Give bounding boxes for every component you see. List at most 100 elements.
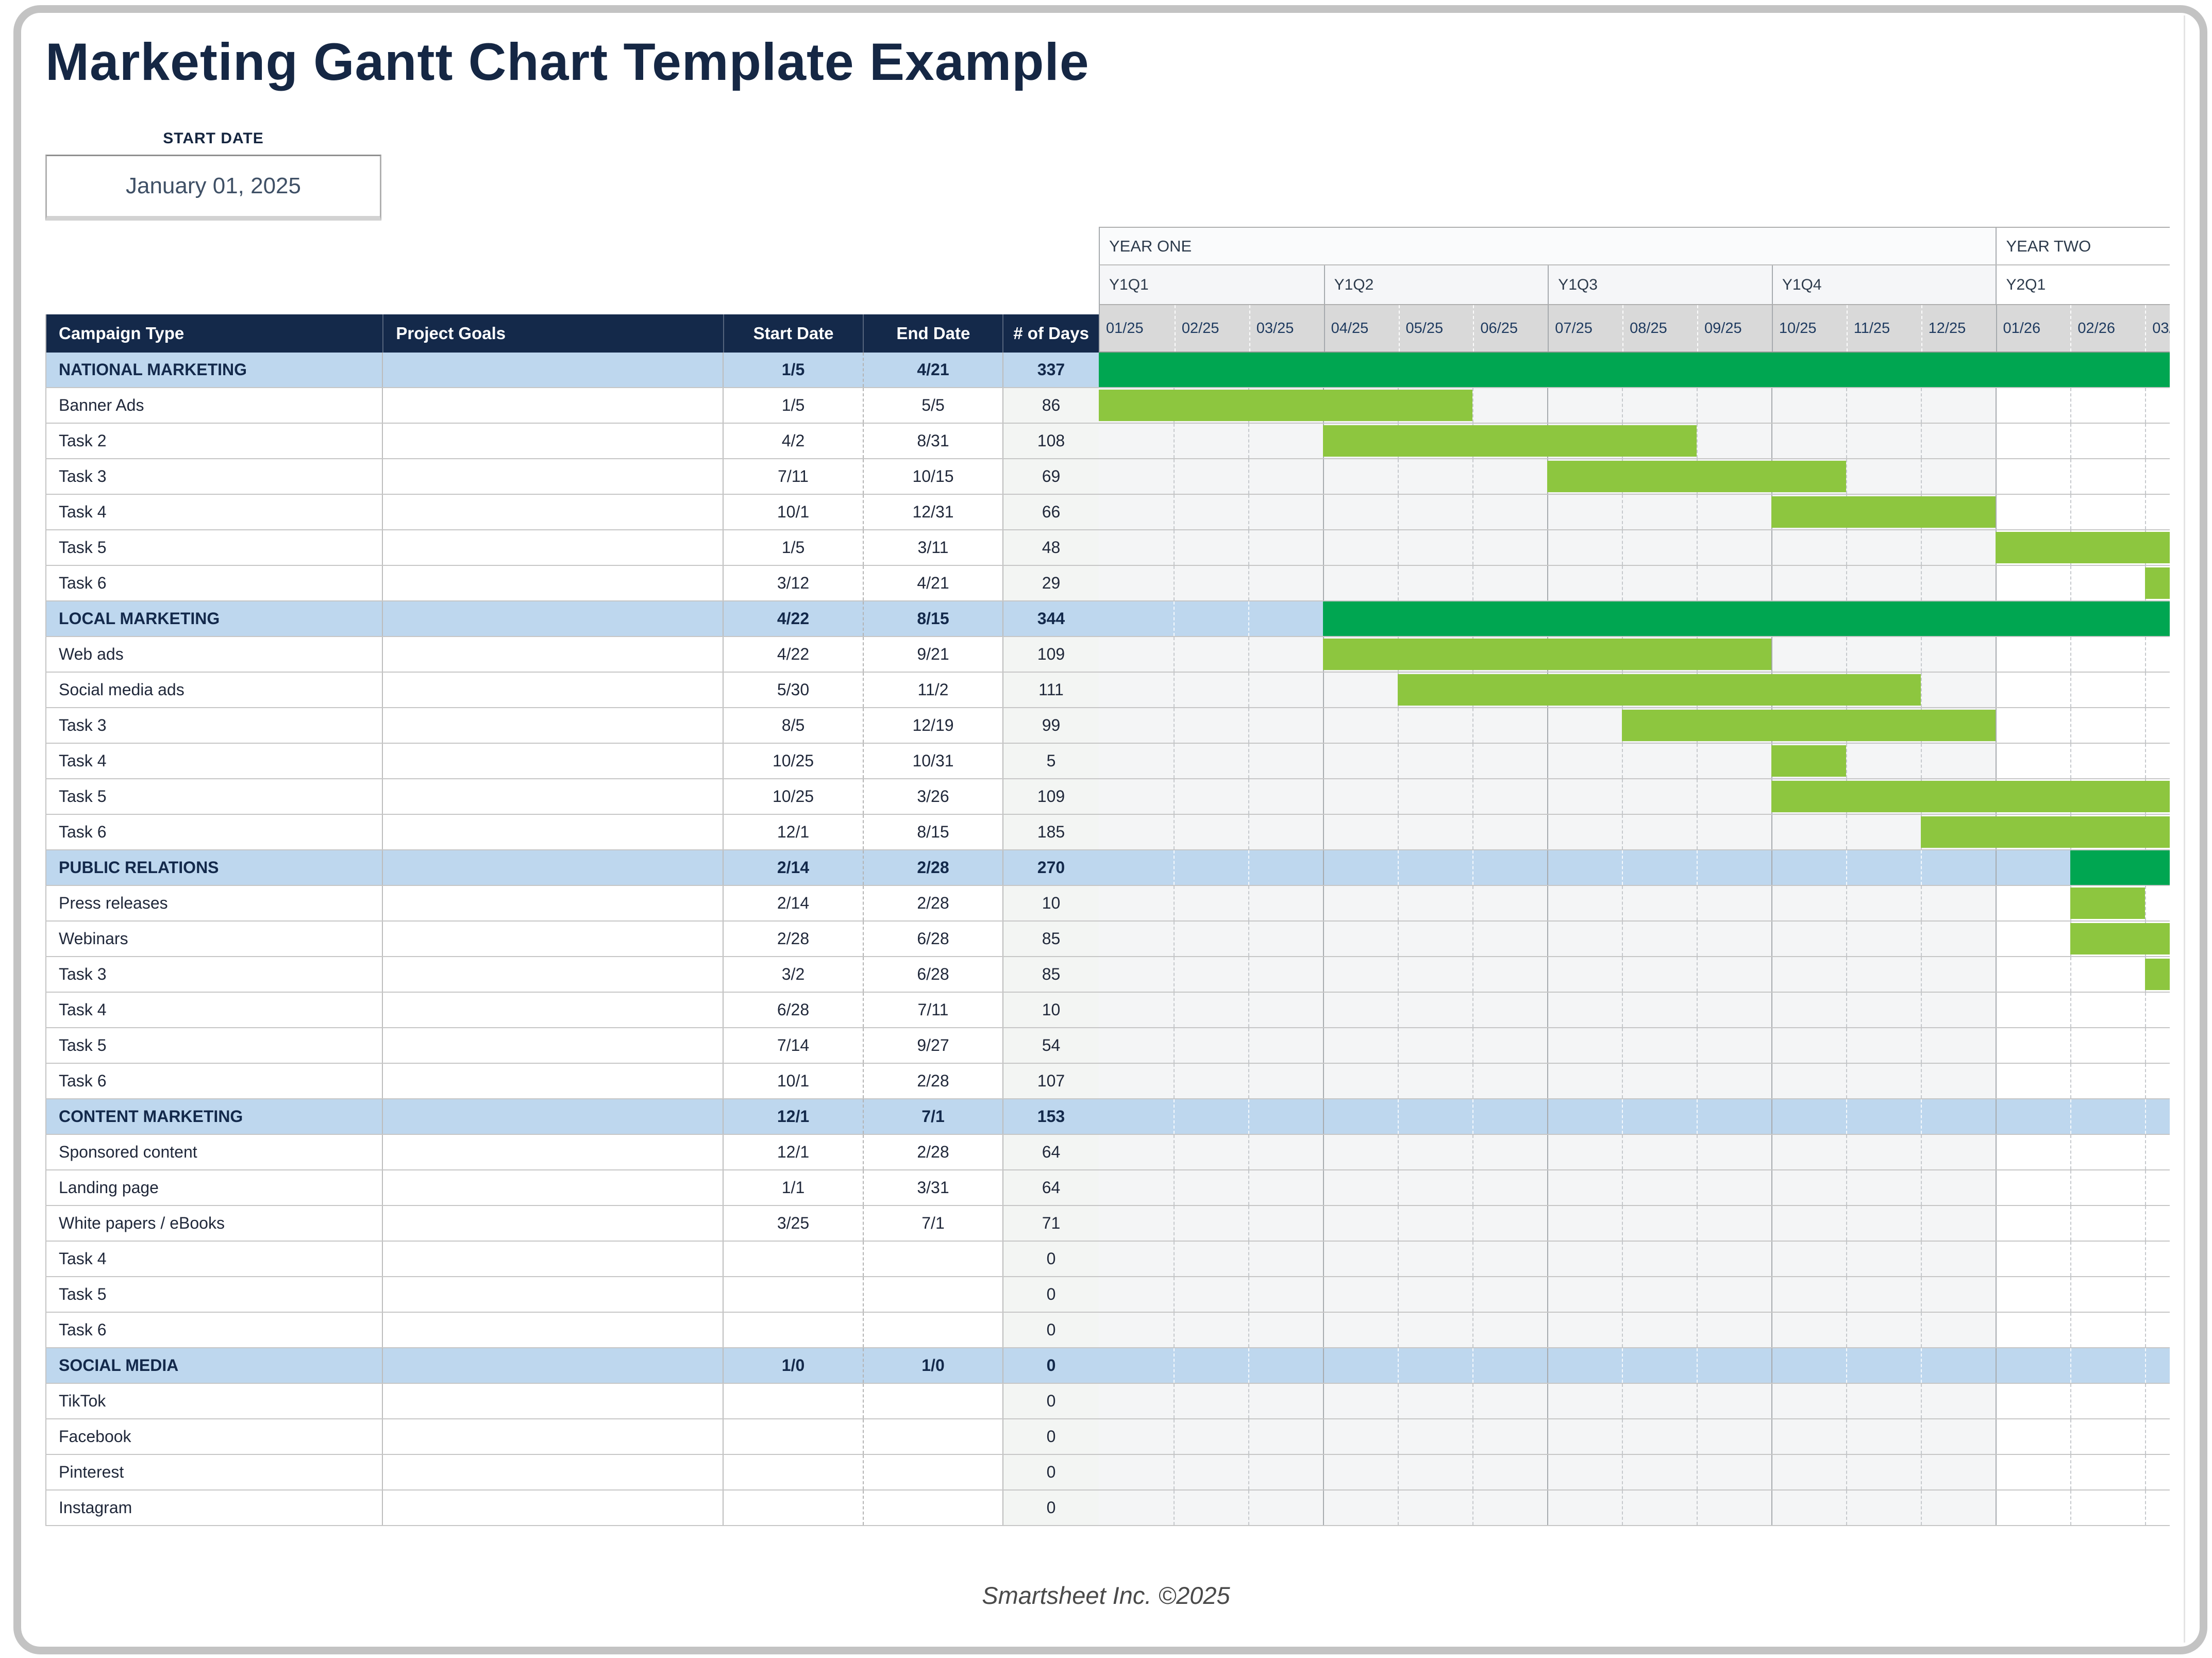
campaign-type-cell[interactable]: Task 5 xyxy=(45,1277,383,1312)
gantt-month-cell[interactable] xyxy=(1472,1170,1547,1205)
gantt-month-cell[interactable] xyxy=(2070,1028,2145,1063)
gantt-month-cell[interactable] xyxy=(1248,708,1323,743)
gantt-month-cell[interactable] xyxy=(1921,744,1996,778)
gantt-month-cell[interactable] xyxy=(1323,1419,1398,1454)
gantt-month-cell[interactable] xyxy=(1996,1384,2070,1418)
end-date-cell[interactable] xyxy=(864,1242,1003,1276)
gantt-month-cell[interactable] xyxy=(1323,1064,1398,1098)
gantt-month-cell[interactable] xyxy=(1697,495,1771,529)
days-cell[interactable]: 85 xyxy=(1003,957,1099,992)
gantt-month-cell[interactable] xyxy=(1099,1064,1174,1098)
gantt-month-cell[interactable] xyxy=(1472,1135,1547,1169)
start-date-cell[interactable] xyxy=(724,1313,864,1347)
gantt-month-cell[interactable] xyxy=(1248,1099,1323,1134)
start-date-cell[interactable]: 3/12 xyxy=(724,566,864,600)
start-date-cell[interactable]: 1/5 xyxy=(724,530,864,565)
gantt-month-cell[interactable] xyxy=(1099,637,1174,672)
gantt-month-cell[interactable] xyxy=(1398,1313,1472,1347)
days-cell[interactable]: 337 xyxy=(1003,353,1099,387)
gantt-month-cell[interactable] xyxy=(1996,850,2070,885)
gantt-month-cell[interactable] xyxy=(1697,530,1771,565)
project-goals-cell[interactable] xyxy=(383,1170,724,1205)
gantt-month-cell[interactable] xyxy=(1846,1277,1921,1312)
gantt-month-cell[interactable] xyxy=(1323,1455,1398,1489)
gantt-month-cell[interactable] xyxy=(1921,388,1996,423)
gantt-month-cell[interactable] xyxy=(1547,922,1622,956)
start-date-cell[interactable]: 12/1 xyxy=(724,1099,864,1134)
gantt-month-cell[interactable] xyxy=(1921,566,1996,600)
campaign-type-cell[interactable]: White papers / eBooks xyxy=(45,1206,383,1241)
gantt-month-cell[interactable] xyxy=(1323,779,1398,814)
gantt-month-cell[interactable] xyxy=(1099,1242,1174,1276)
gantt-month-cell[interactable] xyxy=(1921,1455,1996,1489)
gantt-month-cell[interactable] xyxy=(1099,1455,1174,1489)
end-date-cell[interactable]: 10/15 xyxy=(864,459,1003,494)
gantt-month-cell[interactable] xyxy=(1398,779,1472,814)
gantt-month-cell[interactable] xyxy=(1323,1384,1398,1418)
gantt-month-cell[interactable] xyxy=(1547,957,1622,992)
gantt-month-cell[interactable] xyxy=(1472,1419,1547,1454)
gantt-month-cell[interactable] xyxy=(1472,779,1547,814)
start-date-cell[interactable]: 10/25 xyxy=(724,744,864,778)
gantt-month-cell[interactable] xyxy=(1547,1277,1622,1312)
end-date-cell[interactable]: 7/1 xyxy=(864,1099,1003,1134)
gantt-month-cell[interactable] xyxy=(1771,1313,1846,1347)
start-date-cell[interactable]: 4/22 xyxy=(724,637,864,672)
gantt-month-cell[interactable] xyxy=(1099,886,1174,920)
gantt-month-cell[interactable] xyxy=(1248,637,1323,672)
gantt-month-cell[interactable] xyxy=(1771,850,1846,885)
gantt-month-cell[interactable] xyxy=(1697,1313,1771,1347)
gantt-month-cell[interactable] xyxy=(1099,744,1174,778)
start-date-cell[interactable]: 7/14 xyxy=(724,1028,864,1063)
start-date-cell[interactable]: 3/2 xyxy=(724,957,864,992)
start-date-cell[interactable]: 2/14 xyxy=(724,850,864,885)
gantt-month-cell[interactable] xyxy=(1921,1206,1996,1241)
gantt-month-cell[interactable] xyxy=(2070,1313,2145,1347)
project-goals-cell[interactable] xyxy=(383,886,724,920)
days-cell[interactable]: 185 xyxy=(1003,815,1099,849)
days-cell[interactable]: 71 xyxy=(1003,1206,1099,1241)
end-date-cell[interactable]: 2/28 xyxy=(864,1135,1003,1169)
month-header-cell[interactable]: 03/25 xyxy=(1249,305,1324,351)
gantt-month-cell[interactable] xyxy=(1174,744,1248,778)
gantt-month-cell[interactable] xyxy=(1248,1064,1323,1098)
gantt-month-cell[interactable] xyxy=(1472,1384,1547,1418)
campaign-type-cell[interactable]: Task 6 xyxy=(45,815,383,849)
gantt-month-cell[interactable] xyxy=(1472,1064,1547,1098)
project-goals-cell[interactable] xyxy=(383,1384,724,1418)
project-goals-cell[interactable] xyxy=(383,957,724,992)
gantt-month-cell[interactable] xyxy=(1248,815,1323,849)
quarter-header-cell[interactable]: Y1Q1 xyxy=(1100,265,1324,304)
gantt-month-cell[interactable] xyxy=(1921,1419,1996,1454)
end-date-cell[interactable]: 12/19 xyxy=(864,708,1003,743)
gantt-month-cell[interactable] xyxy=(1323,993,1398,1027)
project-goals-cell[interactable] xyxy=(383,779,724,814)
gantt-month-cell[interactable] xyxy=(1771,1099,1846,1134)
end-date-cell[interactable]: 7/1 xyxy=(864,1206,1003,1241)
gantt-month-cell[interactable] xyxy=(1472,495,1547,529)
campaign-type-cell[interactable]: Task 2 xyxy=(45,424,383,458)
gantt-month-cell[interactable] xyxy=(1174,1384,1248,1418)
gantt-month-cell[interactable] xyxy=(1398,1455,1472,1489)
gantt-month-cell[interactable] xyxy=(1547,388,1622,423)
campaign-type-cell[interactable]: Banner Ads xyxy=(45,388,383,423)
gantt-month-cell[interactable] xyxy=(1921,1170,1996,1205)
gantt-month-cell[interactable] xyxy=(1248,957,1323,992)
campaign-type-cell[interactable]: Task 3 xyxy=(45,957,383,992)
gantt-month-cell[interactable] xyxy=(1174,637,1248,672)
gantt-month-cell[interactable] xyxy=(1248,744,1323,778)
gantt-month-cell[interactable] xyxy=(1771,1242,1846,1276)
gantt-month-cell[interactable] xyxy=(1996,993,2070,1027)
gantt-month-cell[interactable] xyxy=(1099,1028,1174,1063)
gantt-month-cell[interactable] xyxy=(1846,1490,1921,1525)
gantt-month-cell[interactable] xyxy=(1398,459,1472,494)
campaign-type-cell[interactable]: Task 5 xyxy=(45,779,383,814)
gantt-month-cell[interactable] xyxy=(1622,566,1697,600)
gantt-month-cell[interactable] xyxy=(2070,1455,2145,1489)
gantt-month-cell[interactable] xyxy=(1472,1490,1547,1525)
gantt-month-cell[interactable] xyxy=(1921,1099,1996,1134)
campaign-type-cell[interactable]: Task 4 xyxy=(45,993,383,1027)
project-goals-cell[interactable] xyxy=(383,424,724,458)
gantt-month-cell[interactable] xyxy=(1323,815,1398,849)
start-date-cell[interactable] xyxy=(724,1490,864,1525)
